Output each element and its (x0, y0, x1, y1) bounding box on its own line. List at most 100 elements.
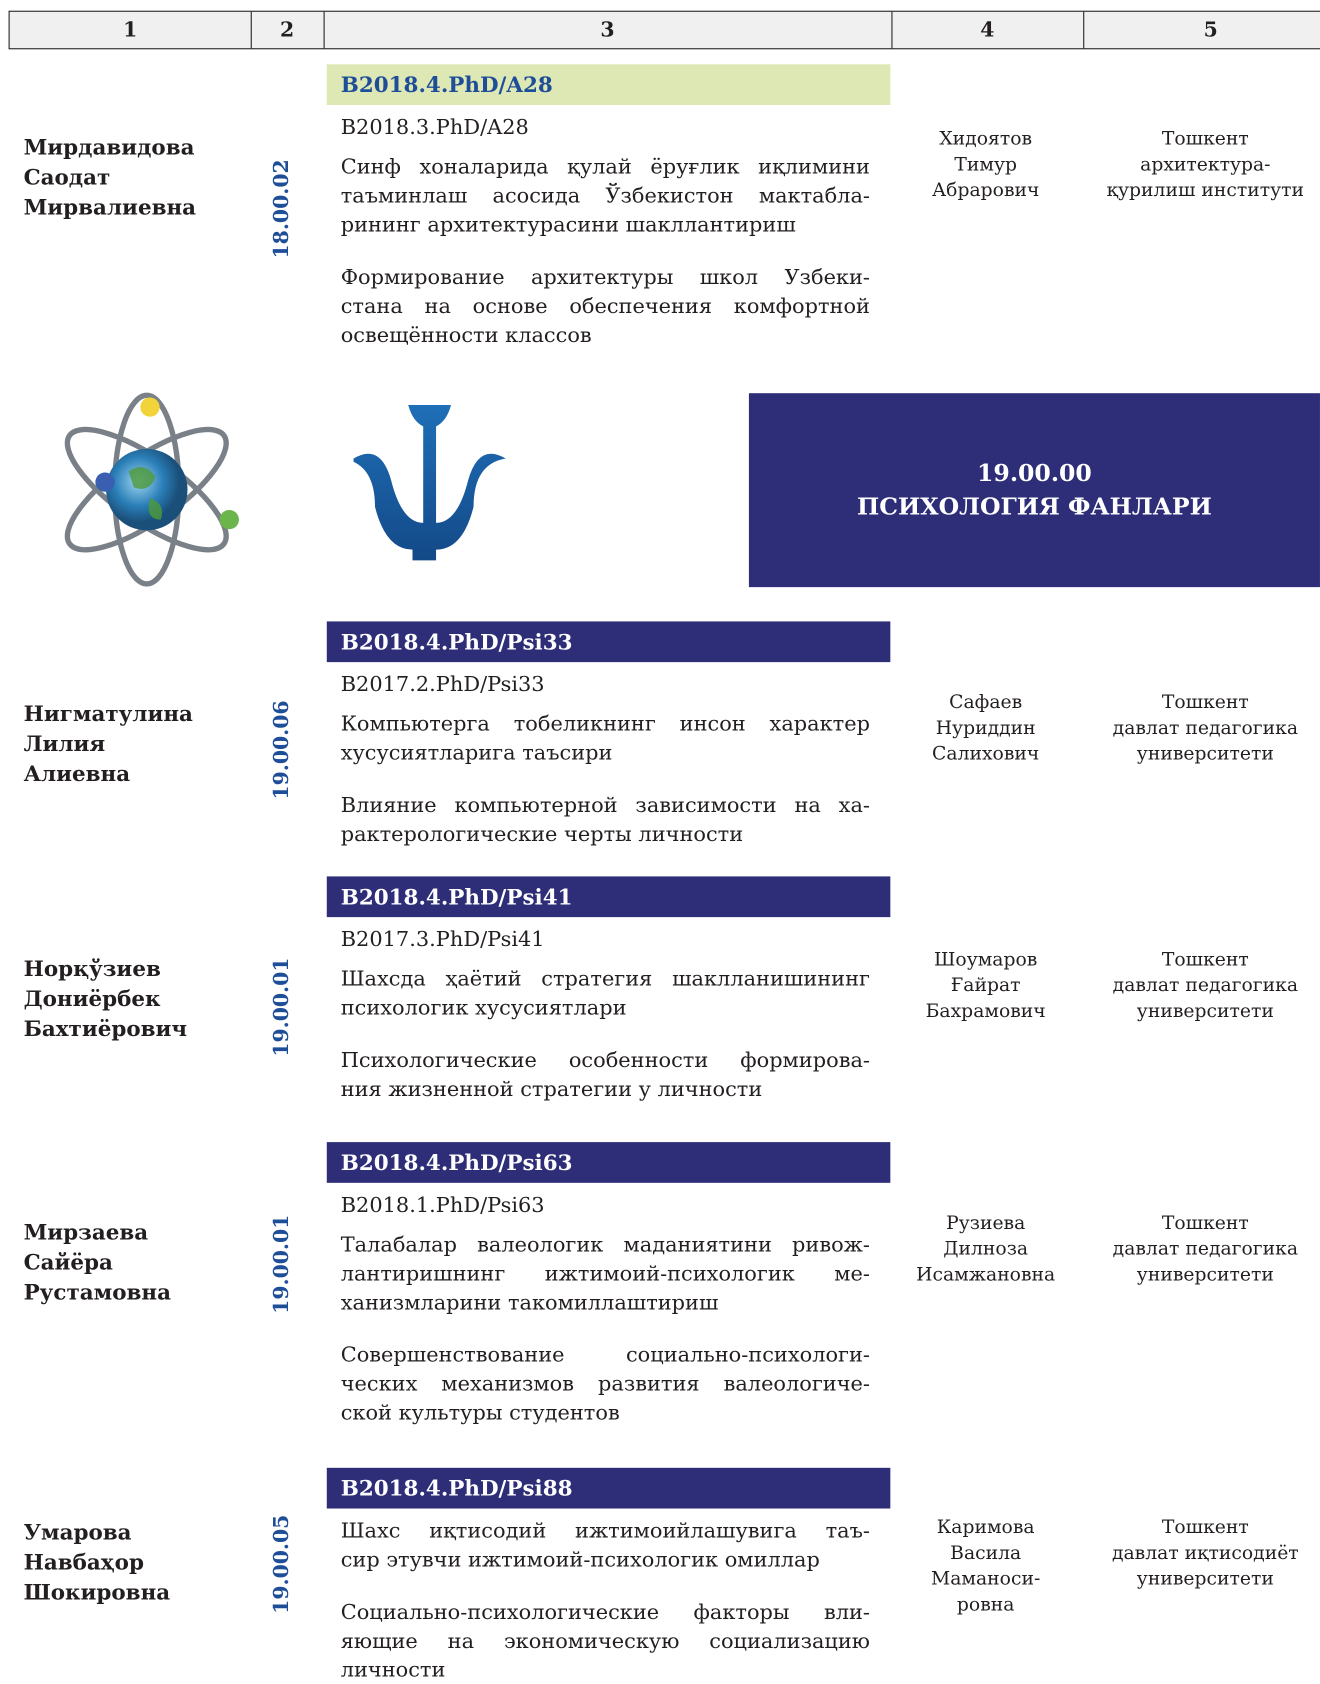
title-uz-line: рининг архитектурасини шакллантириш (340, 212, 796, 237)
name-line: Мирдавидова (23, 133, 195, 160)
institution-line: университети (1136, 1000, 1274, 1023)
supervisor-line: Салихович (932, 743, 1040, 765)
institution-line: Тошкент (1161, 949, 1249, 971)
institution-line: қурилиш институти (1106, 179, 1304, 202)
header-cell: 5 (1083, 12, 1320, 48)
title-uz-line: лантиришнинг ижтимоий-психологик ме- (340, 1261, 870, 1286)
supervisor-line: ровна (956, 1594, 1015, 1616)
name-line: Лилия (23, 730, 106, 757)
name-line: Сайёра (23, 1249, 113, 1275)
author-name: Норқўзиев Дониёрбек Бахтиёрович (24, 954, 188, 1044)
supervisor-line: Тимур (954, 154, 1017, 176)
title-ru-line: ской культуры студентов (340, 1400, 620, 1425)
title-ru-line: Формирование архитектуры школ Узбеки- (340, 264, 870, 290)
registration-bar: B2018.4.PhD/Psi63 (326, 1142, 891, 1183)
name-line: Мирвалиевна (23, 193, 197, 220)
title-uz-line: Шахсда ҳаётий стратегия шаклланишининг (340, 966, 870, 992)
title-ru: Формирование архитектуры школ Узбеки-ста… (341, 262, 870, 349)
header-cell: 1 (10, 11, 252, 49)
institution-line: давлат педагогика (1112, 717, 1299, 740)
section-title: ПСИХОЛОГИЯ ФАНЛАРИ (856, 492, 1212, 521)
entry-body: B2018.3.PhD/A28 Синф хоналарида қулай ёру… (341, 112, 870, 349)
institution-line: Тошкент (1161, 1212, 1249, 1235)
section-banner: 19.00.00 ПСИХОЛОГИЯ ФАНЛАРИ (748, 393, 1320, 588)
header-cell: 3 (324, 11, 893, 49)
supervisor-line: Абрарович (931, 179, 1040, 202)
supervisor-line: Хидоятов (939, 128, 1033, 150)
supervisor-line: Рузиева (946, 1212, 1026, 1235)
title-uz: Шахсда ҳаётий стратегия шаклланишининг пс… (341, 964, 870, 1022)
title-ru-line: яющие на экономическую социализацию (340, 1628, 870, 1654)
previous-registration: B2017.3.PhD/Psi41 (340, 926, 545, 952)
registration-bar: B2018.4.PhD/Psi41 (326, 876, 891, 918)
title-ru-line: Психологические особенности формирова- (340, 1047, 870, 1073)
author-name: Мирдавидова Саодат Мирвалиевна (24, 132, 196, 222)
title-ru-line: освещённости классов (340, 322, 592, 348)
name-line: Бахтиёрович (23, 1015, 188, 1042)
title-ru-line: стана на основе обеспечения комфортной (340, 293, 870, 319)
name-line: Рустамовна (23, 1279, 171, 1305)
title-ru-line: Влияние компьютерной зависимости на ха- (340, 792, 870, 818)
section-code: 19.00.00 (977, 459, 1092, 487)
title-ru-line: личности (340, 1657, 446, 1683)
title-ru-line: Социально-психологические факторы вли- (340, 1599, 870, 1625)
supervisor-line: Маманоси- (931, 1568, 1041, 1590)
entry-body: B2017.3.PhD/Psi41 Шахсда ҳаётий стратегия… (341, 925, 870, 1104)
title-uz-line: Синф хоналарида қулай ёруғлик иқлимини (340, 154, 870, 179)
title-uz-line: психологик хусусиятлари (340, 995, 627, 1020)
name-line: Алиевна (23, 760, 131, 787)
institution: Тошкент давлат иқтисодиёт университети (1087, 1515, 1320, 1592)
title-uz-line: Шахс иқтисодий ижтимоийлашувига таъ- (340, 1518, 870, 1543)
specialty-code: 19.00.01 (269, 1214, 294, 1314)
supervisor-line: Исамжановна (916, 1264, 1056, 1286)
institution-line: университети (1136, 1264, 1274, 1286)
title-ru: Психологические особенности формирова-ни… (341, 1046, 870, 1104)
title-uz-line: Компьютерга тобеликнинг инсон характер (340, 711, 870, 737)
supervisor-line: Ғайрат (950, 974, 1021, 997)
author-name: Нигматулина Лилия Алиевна (24, 699, 193, 789)
registration-bar: B2018.4.PhD/Psi33 (326, 621, 891, 663)
institution: Тошкент давлат педагогика университети (1087, 947, 1320, 1024)
supervisor-line: Сафаев (949, 692, 1023, 714)
title-ru: Социально-психологические факторы вли-яю… (341, 1597, 870, 1684)
title-uz: Компьютерга тобеликнинг инсон характер ху… (341, 709, 870, 767)
entry-body: Шахс иқтисодий ижтимоийлашувига таъ-сир … (341, 1516, 870, 1684)
institution-line: Тошкент (1161, 128, 1249, 150)
title-uz: Синф хоналарида қулай ёруғлик иқлимини та… (341, 152, 870, 239)
supervisor: Хидоятов Тимур Абрарович (895, 126, 1077, 203)
author-name: Мирзаева Сайёра Рустамовна (24, 1217, 171, 1307)
institution-line: давлат иқтисодиёт (1111, 1542, 1299, 1565)
name-line: Мирзаева (23, 1219, 149, 1245)
supervisor-line: Дилноза (943, 1238, 1029, 1260)
header-cell: 4 (891, 11, 1085, 49)
title-uz-line: сир этувчи ижтимоий-психологик омиллар (340, 1547, 820, 1572)
psi-logo (353, 404, 506, 561)
specialty-code: 19.00.01 (269, 957, 294, 1057)
title-uz-line: ханизмларини такомиллаштириш (340, 1289, 719, 1315)
author-name: Умарова Навбаҳор Шокировна (24, 1517, 171, 1607)
registration-bar: B2018.4.PhD/Psi88 (326, 1467, 891, 1509)
title-uz: Шахс иқтисодий ижтимоийлашувига таъ-сир … (341, 1516, 870, 1574)
supervisor-line: Шоумаров (934, 949, 1038, 971)
institution-line: университети (1136, 743, 1274, 765)
title-uz: Талабалар валеологик маданиятини ривож-л… (341, 1230, 870, 1317)
previous-registration: B2017.2.PhD/Psi33 (340, 671, 545, 697)
registration-bar: B2018.4.PhD/A28 (326, 64, 891, 105)
name-line: Дониёрбек (23, 985, 161, 1012)
specialty-code: 19.00.05 (269, 1514, 294, 1614)
atom-icon (64, 392, 239, 587)
institution-line: Тошкент (1161, 1517, 1249, 1539)
supervisor: Рузиева Дилноза Исамжановна (895, 1211, 1077, 1288)
institution-line: университети (1136, 1568, 1274, 1590)
institution-line: архитектура- (1140, 154, 1271, 176)
supervisor: Сафаев Нуриддин Салихович (895, 690, 1077, 767)
name-line: Норқўзиев (23, 955, 161, 982)
specialty-code: 18.00.02 (269, 159, 294, 259)
header-cell: 2 (251, 11, 325, 49)
supervisor-line: Каримова (936, 1517, 1035, 1539)
title-ru-line: рактерологические черты личности (340, 821, 744, 847)
supervisor-line: Нуриддин (935, 717, 1036, 740)
institution: Тошкент давлат педагогика университети (1087, 1211, 1320, 1288)
